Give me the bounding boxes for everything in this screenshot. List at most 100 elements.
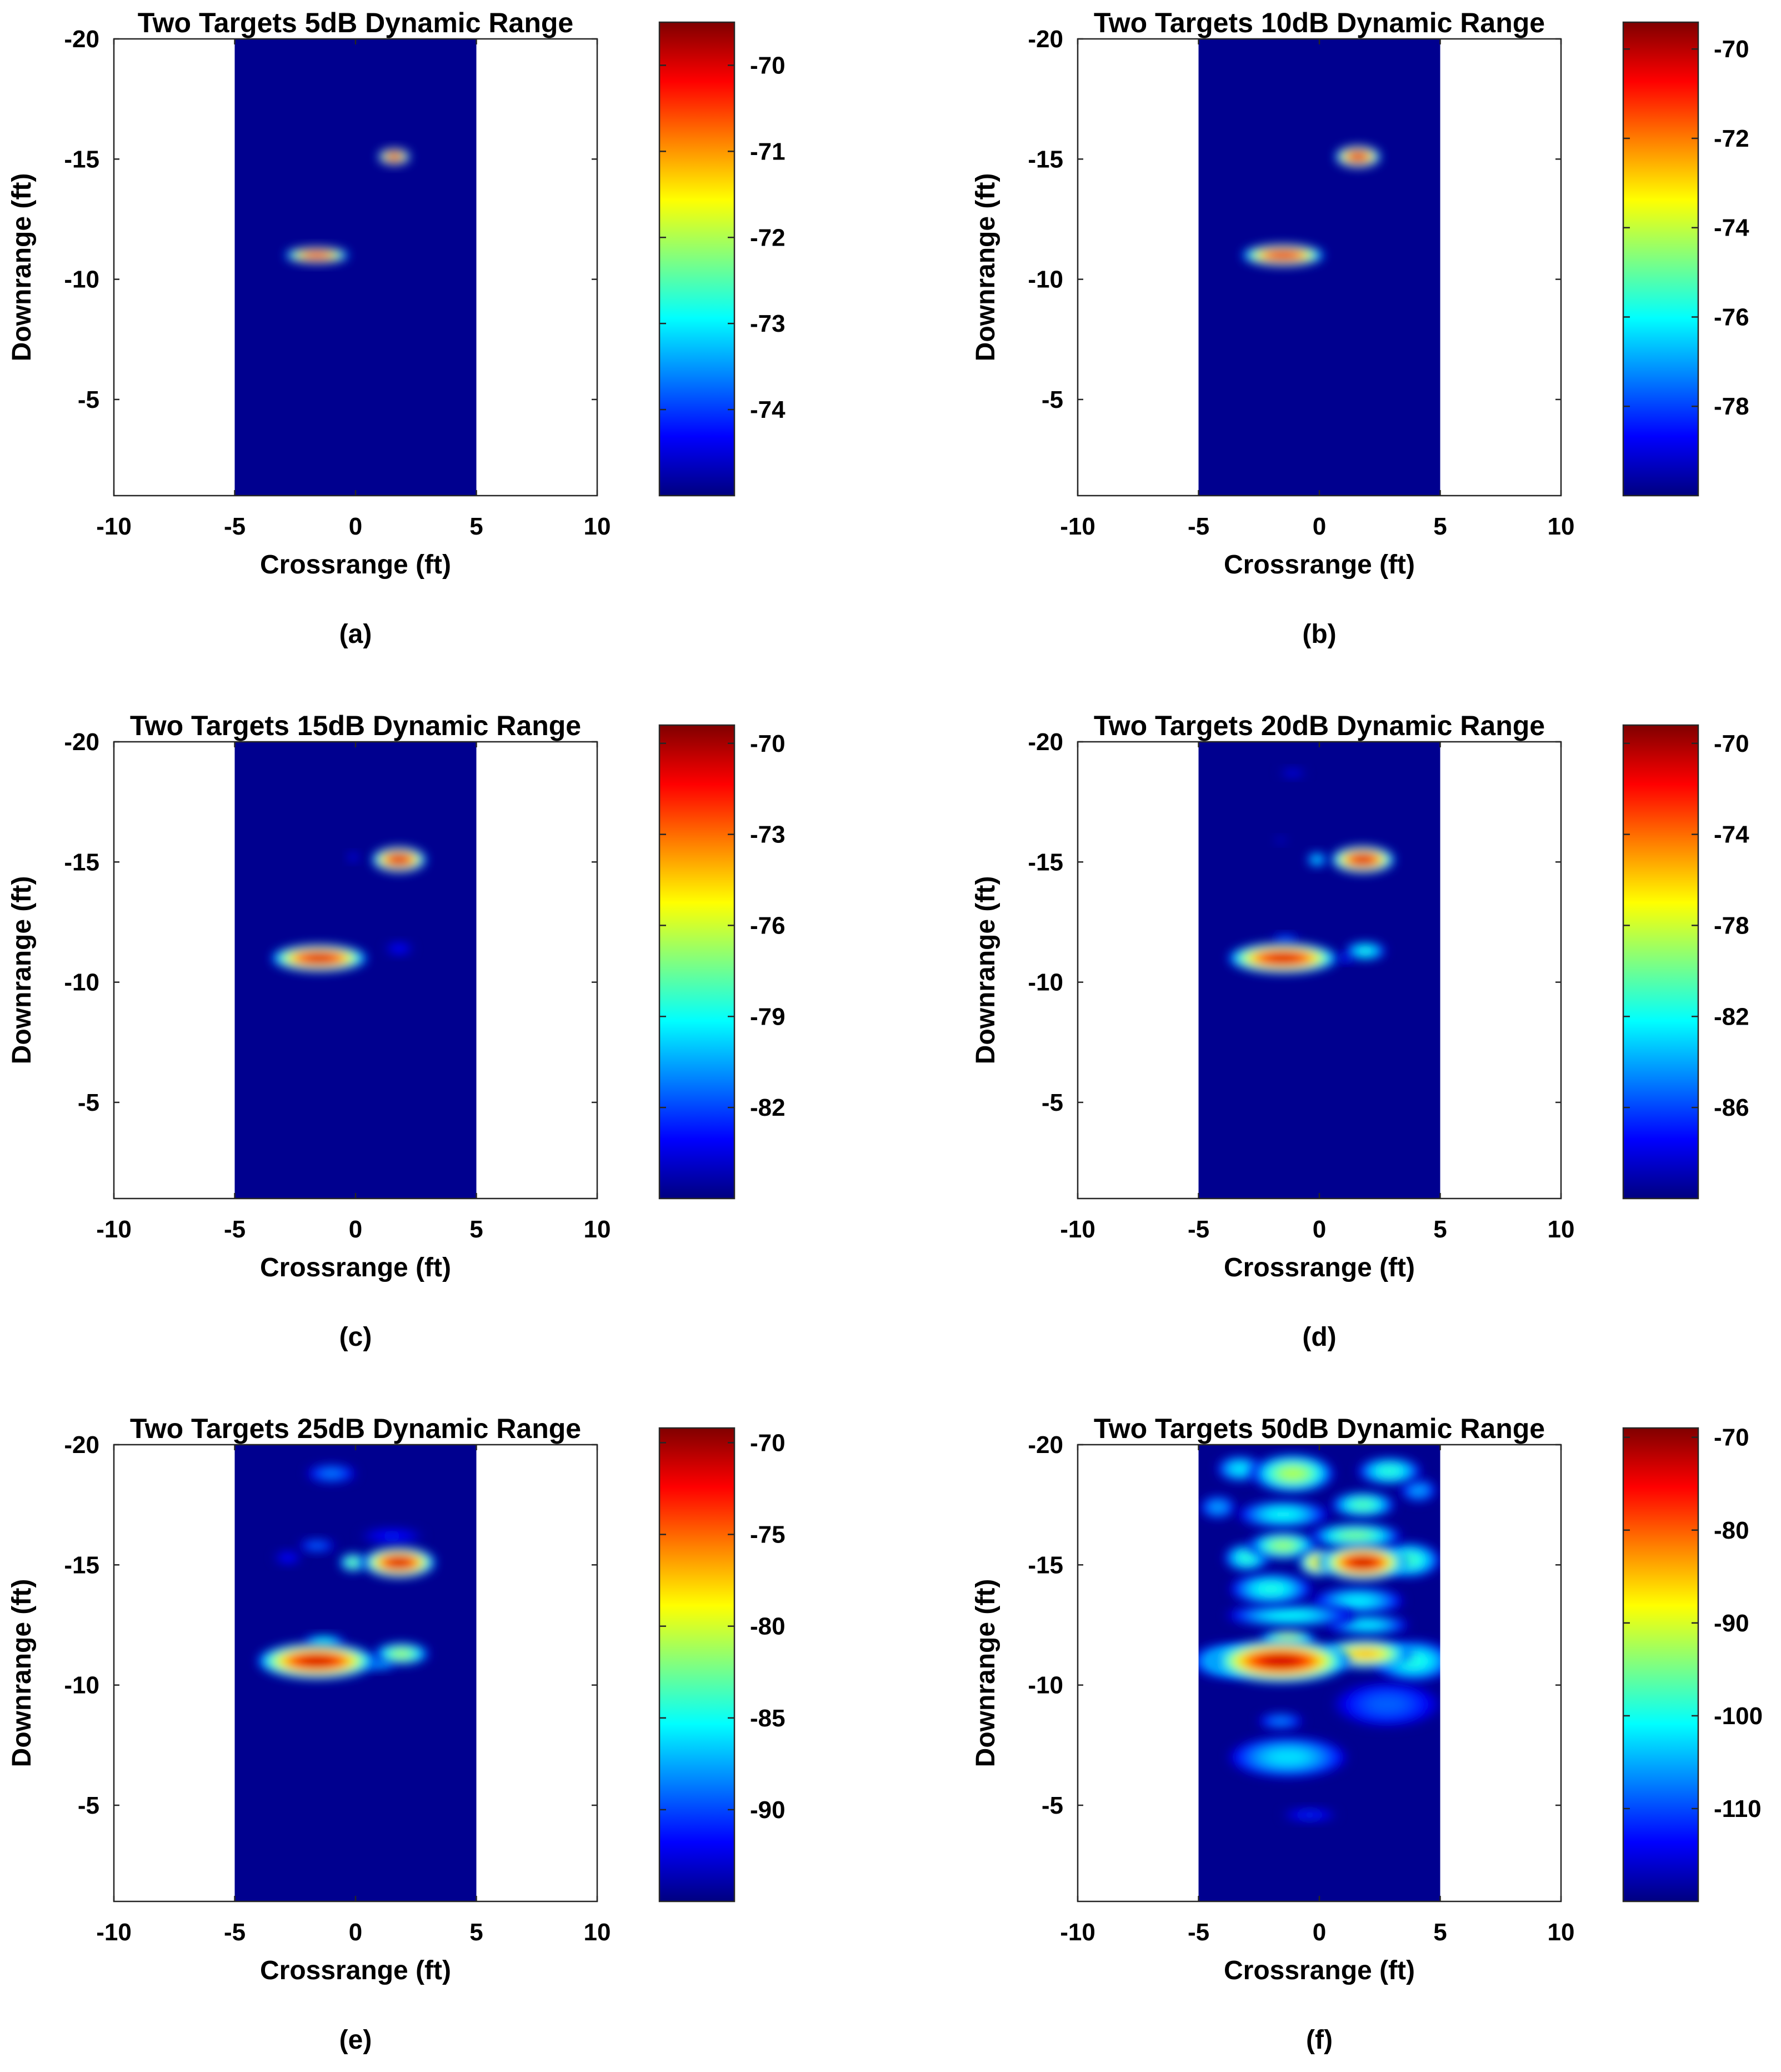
colorbar-tick-label: -72 <box>1714 125 1749 152</box>
blob-level <box>305 954 333 962</box>
panel-c: -10 -5 0 5 10 -20 -15 -10 -5 Two Targets 15dB Dyn… <box>7 710 786 1352</box>
blob-level <box>351 856 355 859</box>
x-tick-label: -10 <box>1060 513 1095 540</box>
blob-level <box>1371 1697 1403 1711</box>
heatmap-blob <box>298 1539 336 1552</box>
panel-label: (d) <box>1302 1322 1336 1352</box>
blob-level <box>1344 1597 1372 1605</box>
x-tick-label: 0 <box>349 513 362 540</box>
heatmap-image <box>234 742 477 1199</box>
y-tick-label: -10 <box>1028 969 1063 996</box>
heatmap-blob <box>339 1553 367 1572</box>
x-tick-label: 10 <box>1548 513 1575 540</box>
x-axis-label: Crossrange (ft) <box>260 1253 451 1282</box>
heatmap-blob <box>1237 1500 1329 1529</box>
chart-title: Two Targets 15dB Dynamic Range <box>130 710 581 741</box>
blob-level <box>1272 1612 1309 1619</box>
x-axis-label: Crossrange (ft) <box>1224 1253 1415 1282</box>
blob-level <box>389 154 399 159</box>
blob-level <box>284 1555 292 1560</box>
heatmap-blob <box>1312 1587 1404 1615</box>
x-axis-label: Crossrange (ft) <box>1224 550 1415 580</box>
y-tick-label: -15 <box>64 1551 99 1579</box>
blob-level <box>318 1640 331 1644</box>
colorbar-tick-label: -70 <box>750 730 786 757</box>
colorbar-gradient <box>658 724 736 1200</box>
x-tick-label: 0 <box>1313 1216 1326 1243</box>
heatmap-image <box>234 1445 477 1901</box>
colorbar: -70 -80 -90 -100 -110 <box>1622 1424 1763 1903</box>
panel-label: (c) <box>339 1322 372 1352</box>
colorbar-tick-label: -79 <box>750 1003 786 1030</box>
heatmap-image <box>1198 39 1440 496</box>
heatmap-blob <box>1335 146 1381 168</box>
x-tick-label: -5 <box>224 1919 246 1946</box>
heatmap-blob <box>1357 1457 1422 1485</box>
heatmap-blob <box>1226 1604 1355 1627</box>
colorbar: -70 -74 -78 -82 -86 <box>1622 724 1749 1200</box>
heatmap-blob <box>1217 1456 1263 1482</box>
y-tick-label: -10 <box>1028 266 1063 293</box>
blob-level <box>1359 948 1372 954</box>
x-tick-label: -10 <box>1060 1216 1095 1243</box>
blob-level <box>1288 771 1297 775</box>
blob-level <box>1380 1467 1399 1475</box>
colorbar-tick-label: -70 <box>1714 36 1749 63</box>
y-tick-label: -20 <box>64 1431 99 1459</box>
heatmap-blob <box>1332 1681 1440 1728</box>
blob-level <box>393 1650 409 1657</box>
y-tick-label: -10 <box>64 266 99 293</box>
colorbar: -70 -72 -74 -76 -78 <box>1622 21 1749 497</box>
x-tick-label: 10 <box>584 1216 611 1243</box>
heatmap-image <box>1198 742 1440 1199</box>
heatmap-blob <box>1307 852 1327 867</box>
x-tick-label: 0 <box>349 1216 362 1243</box>
blob-level <box>1413 1487 1424 1494</box>
heatmap-blob <box>1258 1712 1304 1730</box>
colorbar-tick-label: -100 <box>1714 1702 1763 1730</box>
x-tick-label: -5 <box>1188 1919 1209 1946</box>
heatmap-blob <box>257 1642 377 1680</box>
heatmap-blob <box>378 148 411 165</box>
x-tick-label: 10 <box>1548 1919 1575 1946</box>
heatmap-blob <box>1228 942 1338 974</box>
x-axis-label: Crossrange (ft) <box>260 550 451 580</box>
heatmap-blob <box>1319 1544 1407 1581</box>
y-tick-label: -5 <box>78 1089 99 1116</box>
blob-level <box>1314 857 1320 862</box>
colorbar-tick-label: -70 <box>750 52 786 79</box>
heatmap-blob <box>1199 1495 1237 1519</box>
blob-level <box>388 1557 410 1567</box>
x-tick-label: -5 <box>1188 1216 1209 1243</box>
blob-level <box>324 1471 339 1476</box>
y-tick-label: -20 <box>1028 1431 1063 1459</box>
blob-level <box>311 1544 322 1548</box>
heatmap-blob <box>1400 1479 1437 1502</box>
blob-level <box>1353 1501 1373 1509</box>
colorbar-tick-label: -74 <box>1714 214 1749 242</box>
heatmap-blob <box>347 852 359 862</box>
blob-level <box>1267 953 1299 963</box>
panel-d: -10 -5 0 5 10 -20 -15 -10 -5 Two Targets 20dB Dyn… <box>971 710 1749 1352</box>
heatmap-blob <box>1229 1572 1313 1605</box>
x-tick-label: 10 <box>1548 1216 1575 1243</box>
x-tick-label: -5 <box>224 1216 246 1243</box>
heatmap-blob <box>1228 1736 1348 1778</box>
x-tick-label: 5 <box>469 513 483 540</box>
blob-level <box>1343 956 1349 960</box>
x-tick-label: 5 <box>469 1216 483 1243</box>
colorbar-tick-label: -80 <box>1714 1517 1749 1544</box>
blob-level <box>1240 1554 1254 1562</box>
colorbar-tick-label: -85 <box>750 1705 786 1732</box>
y-tick-label: -5 <box>1042 386 1063 413</box>
blob-level <box>1259 1584 1283 1594</box>
chart-title: Two Targets 20dB Dynamic Range <box>1094 710 1545 741</box>
y-tick-label: -20 <box>1028 26 1063 53</box>
colorbar: -70 -71 -72 -73 -74 <box>658 21 786 497</box>
heatmap-blob <box>1272 934 1299 943</box>
blob-level <box>299 1655 334 1666</box>
colorbar-tick-label: -71 <box>750 138 786 165</box>
y-tick-label: -10 <box>64 1672 99 1699</box>
x-tick-label: 10 <box>584 513 611 540</box>
